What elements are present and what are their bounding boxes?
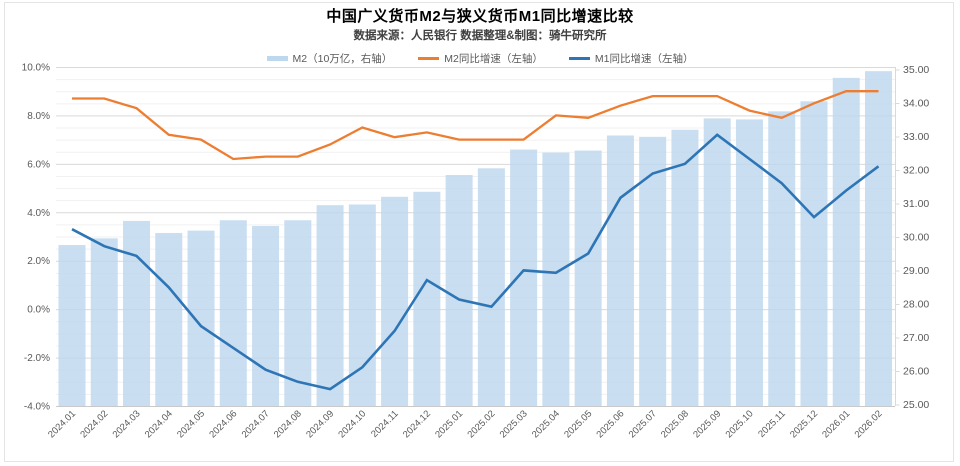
m2-bar [768, 111, 796, 406]
legend-item-m1-yoy: M1同比增速（左轴） [568, 51, 694, 66]
x-axis-label: 2024.12 [401, 408, 433, 440]
m2-bar [574, 150, 602, 406]
x-axis-label: 2025.08 [659, 408, 691, 440]
y-axis-right-label: 27.00 [903, 332, 929, 344]
x-axis-label: 2026.01 [820, 408, 852, 440]
y-axis-right-label: 30.00 [903, 232, 929, 244]
x-axis-label: 2024.06 [207, 408, 239, 440]
y-axis-right-label: 29.00 [903, 265, 929, 277]
y-axis-left-label: 4.0% [27, 208, 50, 219]
y-axis-right-label: 35.00 [903, 64, 929, 76]
m2-bar [187, 230, 215, 406]
chart-subtitle: 数据来源：人民银行 数据整理&制图：骑牛研究所 [353, 30, 607, 42]
x-axis-label: 2024.05 [175, 408, 207, 440]
m2-bar [123, 220, 151, 406]
m2-bar [445, 175, 473, 406]
legend-item-m2-yoy: M2同比增速（左轴） [418, 51, 543, 66]
legend-label: M2同比增速（左轴） [444, 53, 543, 65]
x-axis-label: 2025.03 [498, 408, 530, 440]
x-axis-label: 2024.03 [111, 408, 143, 440]
m2-bar [703, 118, 731, 406]
m1-line-swatch-icon [568, 57, 590, 60]
m2-bar [606, 135, 634, 406]
y-axis-left-label: 6.0% [27, 159, 50, 170]
m2-bar [477, 168, 505, 406]
x-axis-label: 2024.04 [143, 408, 175, 440]
m2-bar [252, 225, 280, 406]
m2-bar [284, 220, 312, 406]
y-axis-left-label: 8.0% [27, 111, 50, 122]
y-axis-right-label: 31.00 [903, 198, 929, 210]
y-axis-right-label: 34.00 [903, 98, 929, 110]
m2-bar [671, 129, 699, 407]
y-axis-left-label: 2.0% [27, 256, 50, 267]
m2-bar [90, 238, 118, 406]
m2-bar [219, 220, 247, 406]
x-axis-label: 2025.10 [724, 408, 756, 440]
x-axis-label: 2025.01 [433, 408, 465, 440]
x-axis-label: 2024.11 [369, 408, 401, 440]
m2-bar [58, 245, 86, 406]
legend-label: M2（10万亿，右轴） [292, 53, 393, 65]
m2-line-swatch-icon [418, 57, 440, 60]
y-axis-left-label: -4.0% [24, 402, 50, 413]
y-axis-right-label: 25.00 [903, 399, 929, 411]
x-axis-label: 2024.09 [304, 408, 336, 440]
m2-bar [381, 196, 409, 406]
x-axis-label: 2024.07 [240, 408, 272, 440]
legend-label: M1同比增速（左轴） [594, 53, 694, 65]
y-axis-right-label: 26.00 [903, 366, 929, 378]
x-axis-label: 2025.05 [562, 408, 594, 440]
m2-bar [735, 119, 763, 406]
y-axis-right-label: 33.00 [903, 131, 929, 143]
m2-bar [800, 101, 828, 406]
y-axis-left-label: 0.0% [27, 305, 50, 316]
y-axis-left-label: 10.0% [22, 63, 50, 74]
x-axis-label: 2024.01 [46, 408, 78, 440]
m2-bar [510, 149, 538, 406]
m2-bar [316, 205, 344, 406]
m1-yoy-line [71, 133, 880, 391]
y-axis-left-label: -2.0% [24, 353, 50, 364]
y-axis-right-label: 28.00 [903, 299, 929, 311]
x-axis-label: 2024.10 [336, 408, 368, 440]
m2-bar [542, 152, 570, 406]
x-axis-label: 2025.12 [788, 408, 820, 440]
chart-title: 中国广义货币M2与狭义货币M1同比增速比较 [326, 8, 634, 25]
m2-yoy-line [72, 90, 879, 161]
legend: M2（10万亿，右轴） M2同比增速（左轴） M1同比增速（左轴） [0, 51, 960, 66]
x-axis-label: 2025.04 [530, 408, 562, 440]
x-axis-label: 2025.02 [465, 408, 497, 440]
x-axis-label: 2025.07 [627, 408, 659, 440]
m2-bar-swatch-icon [266, 56, 288, 61]
x-axis-label: 2024.02 [78, 408, 110, 440]
x-axis-label: 2025.11 [756, 408, 788, 440]
legend-item-m2-bars: M2（10万亿，右轴） [266, 51, 393, 66]
x-axis-label: 2025.09 [691, 408, 723, 440]
x-axis-label: 2024.08 [272, 408, 304, 440]
m2-bar [348, 204, 376, 406]
x-axis-label: 2026.02 [853, 408, 885, 440]
x-axis-label: 2025.06 [594, 408, 626, 440]
m2-bar [639, 136, 667, 406]
m2-bar [832, 77, 860, 406]
m2-bar [155, 232, 183, 406]
m2-bar [865, 71, 892, 407]
y-axis-right-label: 32.00 [903, 165, 929, 177]
m2-bar [413, 191, 441, 406]
